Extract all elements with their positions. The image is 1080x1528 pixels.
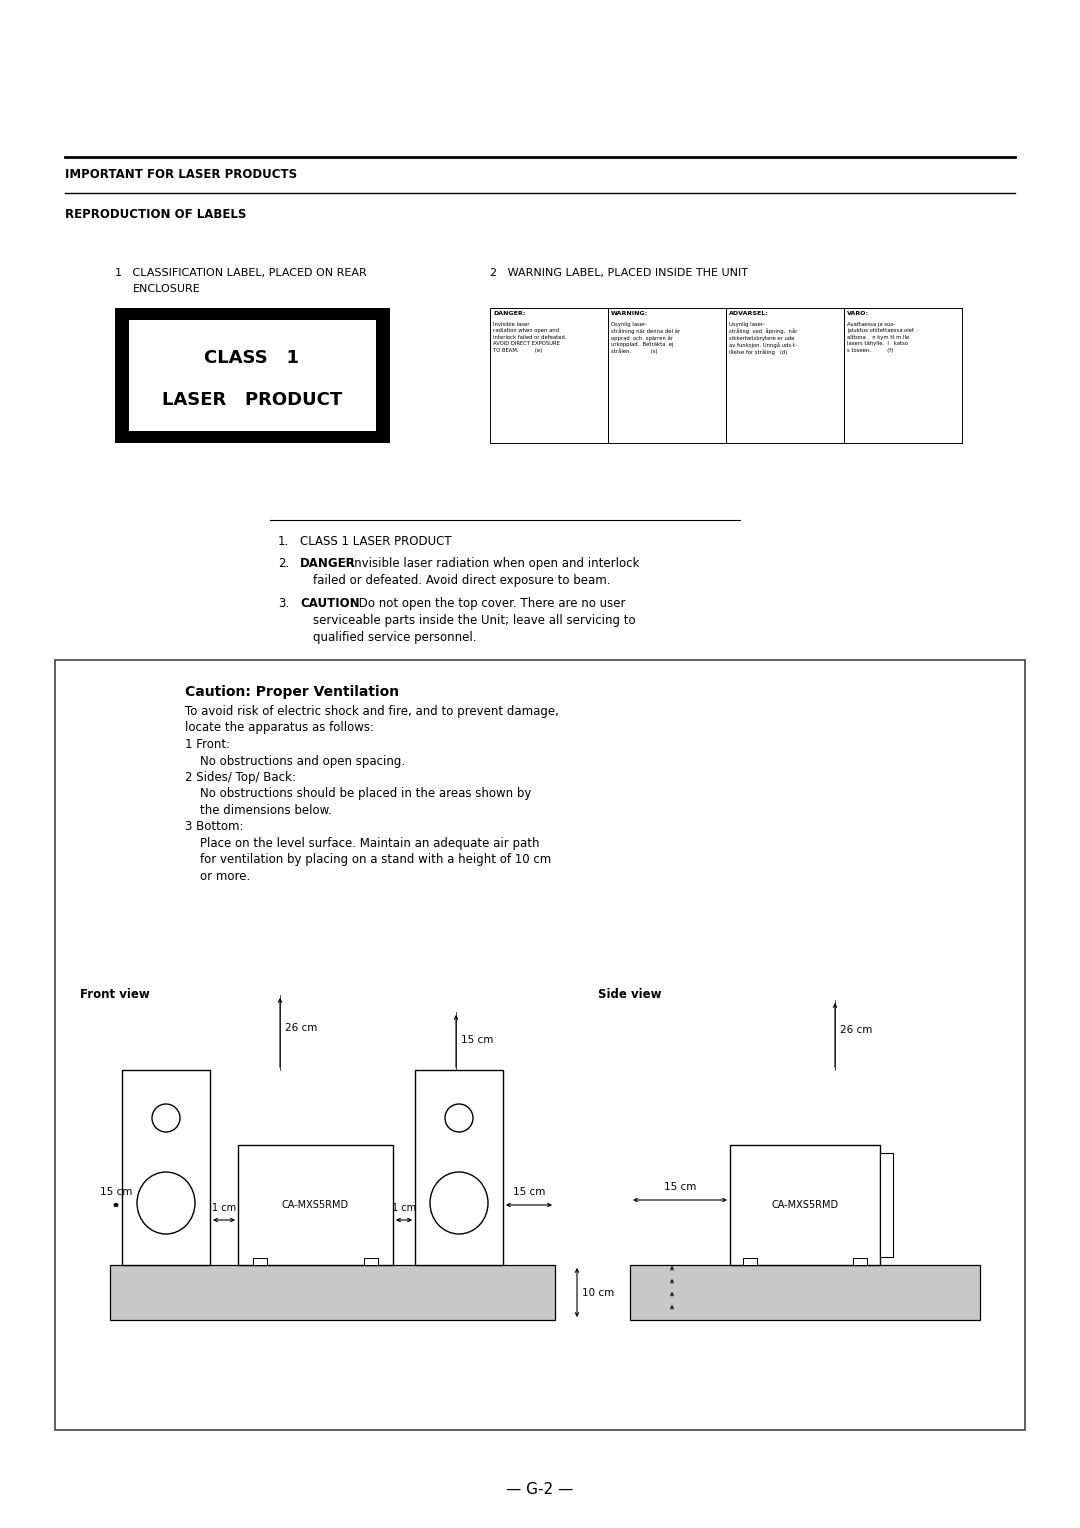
Text: Osynlig laser-
strålning när denna del är
opprad  och  spärren är
urkopplad.  Be: Osynlig laser- strålning när denna del ä… xyxy=(611,322,680,354)
Bar xyxy=(114,309,390,443)
Text: DANGER: DANGER xyxy=(300,558,355,570)
Ellipse shape xyxy=(445,1105,473,1132)
Text: CA-MXS5RMD: CA-MXS5RMD xyxy=(282,1199,349,1210)
Text: 15 cm: 15 cm xyxy=(664,1183,697,1192)
Bar xyxy=(55,660,1025,1430)
Ellipse shape xyxy=(430,1172,488,1235)
Text: 2 Sides/ Top/ Back:: 2 Sides/ Top/ Back: xyxy=(185,772,296,784)
Bar xyxy=(253,1258,267,1265)
Text: 1 cm: 1 cm xyxy=(392,1203,416,1213)
Text: Invisible laser
radiation when open and
interlock failed or defeated.
AVOID DIRE: Invisible laser radiation when open and … xyxy=(492,322,567,353)
Bar xyxy=(630,1265,980,1320)
Text: Usynlig laser-
stråling  ved  åpning,  når
sikkerhetsbrytere er ude
av funksjon.: Usynlig laser- stråling ved åpning, når … xyxy=(729,322,797,354)
Text: Caution: Proper Ventilation: Caution: Proper Ventilation xyxy=(185,685,400,698)
Bar xyxy=(110,1265,555,1320)
Text: Avattaessa ja suo-
jaluktus ohitettaessa olet
alttona    n kym tt m lle
lasers t: Avattaessa ja suo- jaluktus ohitettaessa… xyxy=(847,322,914,353)
Text: 1 cm: 1 cm xyxy=(212,1203,237,1213)
Text: — G-2 —: — G-2 — xyxy=(507,1482,573,1497)
Text: 3.: 3. xyxy=(278,597,289,610)
Text: REPRODUCTION OF LABELS: REPRODUCTION OF LABELS xyxy=(65,208,246,222)
Text: 1   CLASSIFICATION LABEL, PLACED ON REAR: 1 CLASSIFICATION LABEL, PLACED ON REAR xyxy=(114,267,367,278)
Bar xyxy=(608,309,726,443)
Text: 15 cm: 15 cm xyxy=(461,1034,494,1045)
Text: 2   WARNING LABEL, PLACED INSIDE THE UNIT: 2 WARNING LABEL, PLACED INSIDE THE UNIT xyxy=(490,267,748,278)
Bar xyxy=(415,1070,503,1265)
Text: 3 Bottom:: 3 Bottom: xyxy=(185,821,243,833)
Text: : Invisible laser radiation when open and interlock: : Invisible laser radiation when open an… xyxy=(343,558,639,570)
Bar xyxy=(129,319,376,431)
Text: the dimensions below.: the dimensions below. xyxy=(185,804,332,817)
Text: Place on the level surface. Maintain an adequate air path: Place on the level surface. Maintain an … xyxy=(185,837,540,850)
Bar xyxy=(880,1154,893,1258)
Text: ENCLOSURE: ENCLOSURE xyxy=(133,284,201,293)
Text: 1 Front:: 1 Front: xyxy=(185,738,230,750)
Text: IMPORTANT FOR LASER PRODUCTS: IMPORTANT FOR LASER PRODUCTS xyxy=(65,168,297,180)
Bar xyxy=(853,1258,867,1265)
Text: CLASS   1: CLASS 1 xyxy=(204,348,299,367)
Text: 2.: 2. xyxy=(278,558,289,570)
Text: 1.: 1. xyxy=(278,535,289,549)
Text: No obstructions and open spacing.: No obstructions and open spacing. xyxy=(185,755,405,767)
Bar xyxy=(730,1144,880,1265)
Text: for ventilation by placing on a stand with a height of 10 cm: for ventilation by placing on a stand wi… xyxy=(185,854,551,866)
Text: 15 cm: 15 cm xyxy=(99,1187,132,1196)
Text: locate the apparatus as follows:: locate the apparatus as follows: xyxy=(185,721,374,735)
Text: 26 cm: 26 cm xyxy=(840,1025,873,1034)
Text: CA-MXS5RMD: CA-MXS5RMD xyxy=(771,1199,838,1210)
Bar xyxy=(726,309,843,443)
Bar xyxy=(843,309,962,443)
Text: qualified service personnel.: qualified service personnel. xyxy=(313,631,476,643)
Text: ADVARSEL:: ADVARSEL: xyxy=(729,312,769,316)
Bar xyxy=(743,1258,757,1265)
Ellipse shape xyxy=(137,1172,195,1235)
Text: or more.: or more. xyxy=(185,869,251,883)
Bar xyxy=(238,1144,393,1265)
Text: : Do not open the top cover. There are no user: : Do not open the top cover. There are n… xyxy=(351,597,625,610)
Bar xyxy=(364,1258,378,1265)
Bar xyxy=(490,309,608,443)
Text: DANGER:: DANGER: xyxy=(492,312,525,316)
Text: Side view: Side view xyxy=(598,989,661,1001)
Text: serviceable parts inside the Unit; leave all servicing to: serviceable parts inside the Unit; leave… xyxy=(313,614,636,626)
Text: WARNING:: WARNING: xyxy=(611,312,648,316)
Text: Front view: Front view xyxy=(80,989,150,1001)
Text: No obstructions should be placed in the areas shown by: No obstructions should be placed in the … xyxy=(185,787,531,801)
Text: 26 cm: 26 cm xyxy=(285,1024,318,1033)
Text: failed or defeated. Avoid direct exposure to beam.: failed or defeated. Avoid direct exposur… xyxy=(313,575,610,587)
Bar xyxy=(122,1070,210,1265)
Text: LASER   PRODUCT: LASER PRODUCT xyxy=(162,391,342,410)
Text: VARO:: VARO: xyxy=(847,312,869,316)
Text: To avoid risk of electric shock and fire, and to prevent damage,: To avoid risk of electric shock and fire… xyxy=(185,704,558,718)
Text: CLASS 1 LASER PRODUCT: CLASS 1 LASER PRODUCT xyxy=(300,535,451,549)
Text: 10 cm: 10 cm xyxy=(582,1288,615,1297)
Text: CAUTION: CAUTION xyxy=(300,597,360,610)
Ellipse shape xyxy=(152,1105,180,1132)
Text: 15 cm: 15 cm xyxy=(513,1187,545,1196)
